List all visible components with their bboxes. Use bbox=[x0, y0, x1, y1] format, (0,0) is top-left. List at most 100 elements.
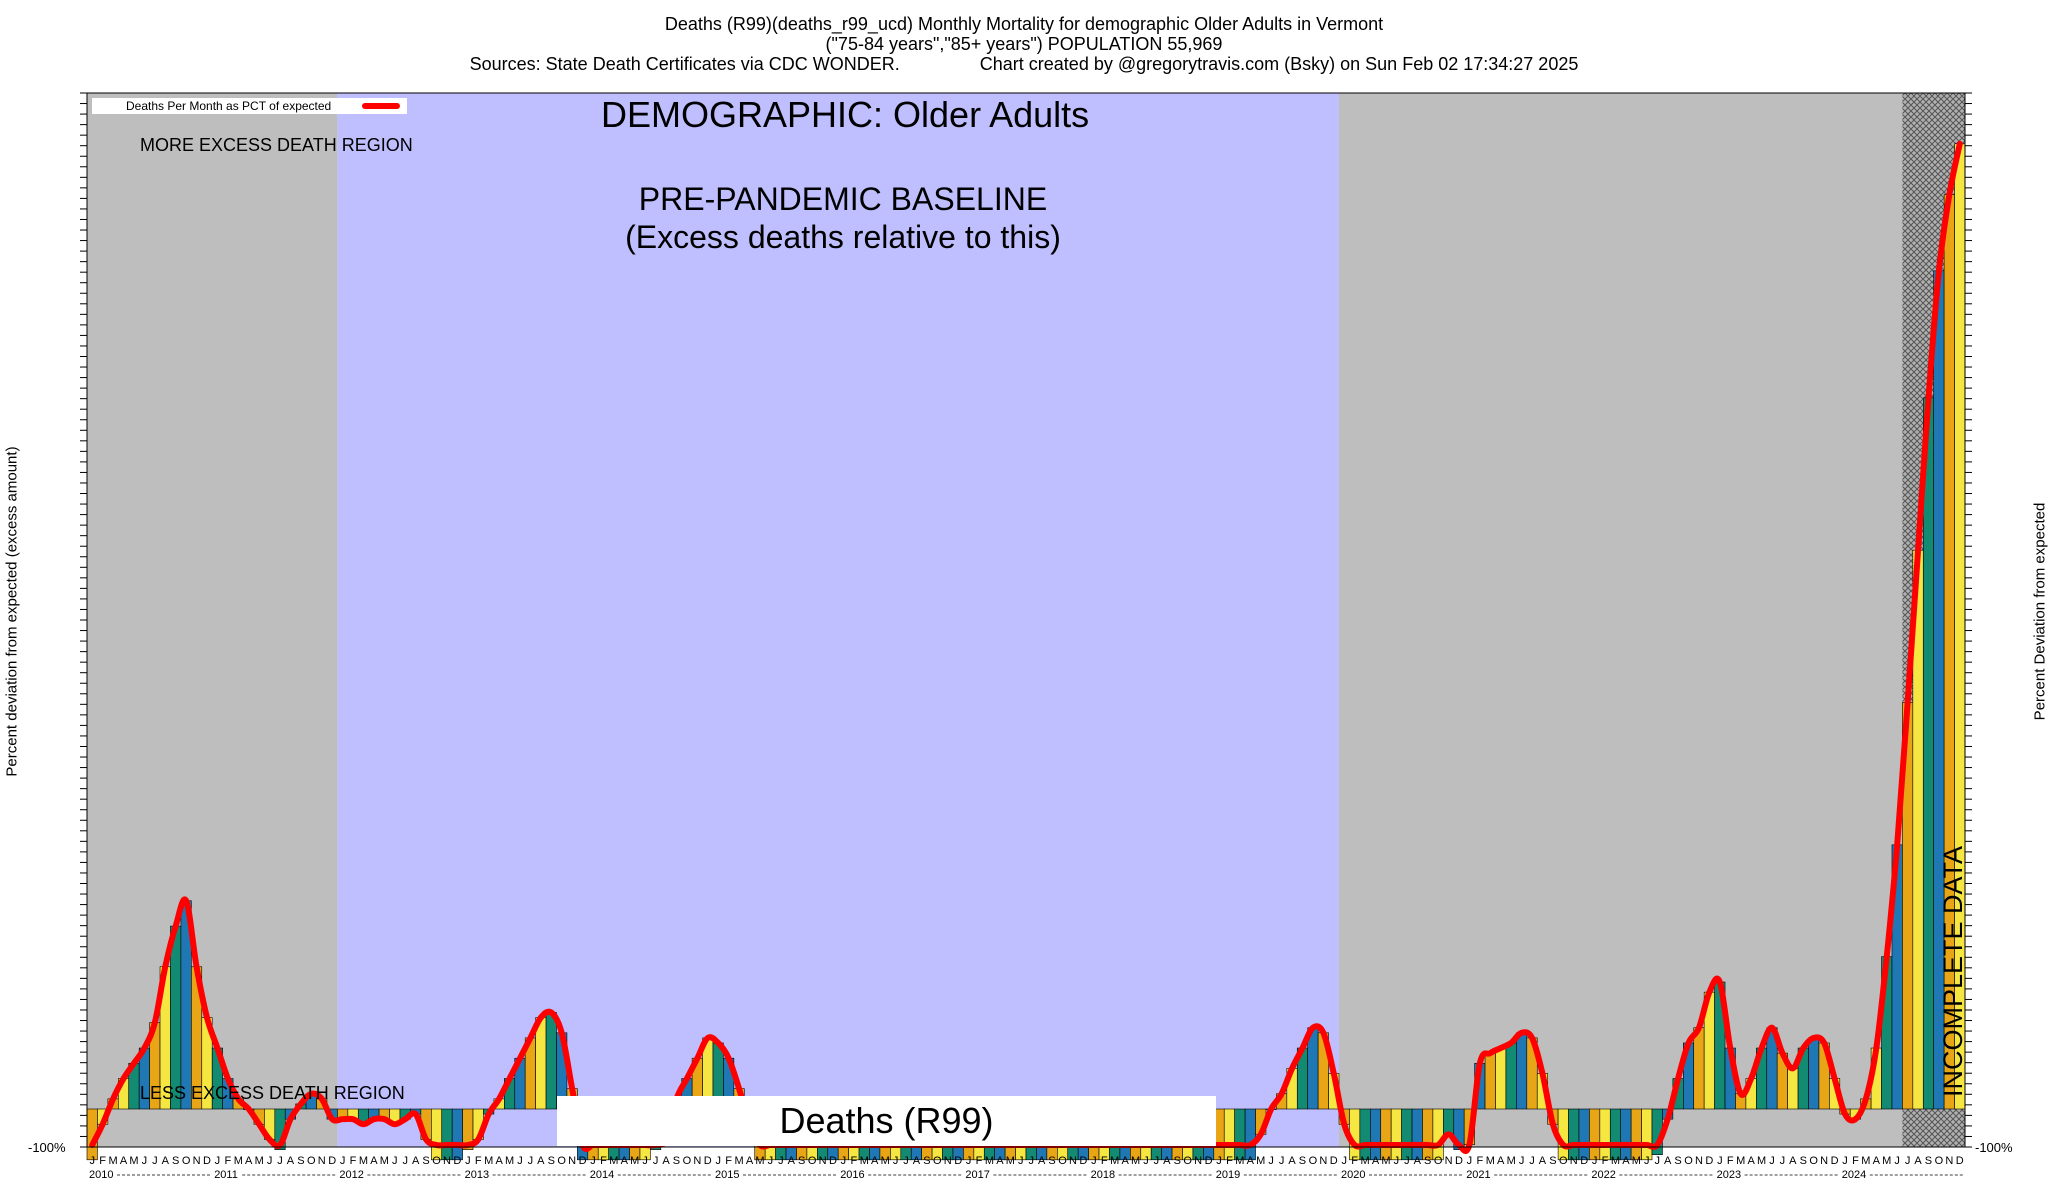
x-tick-month: F bbox=[1476, 1155, 1483, 1167]
bar bbox=[1922, 397, 1935, 1110]
x-tick-month: S bbox=[1549, 1155, 1556, 1167]
bar bbox=[1432, 1108, 1444, 1161]
x-tick-month: M bbox=[505, 1155, 514, 1167]
x-tick-month: A bbox=[1247, 1155, 1255, 1167]
x-tick-month: J bbox=[1769, 1155, 1775, 1167]
x-tick-month: J bbox=[340, 1155, 346, 1167]
x-tick-month: A bbox=[1288, 1155, 1296, 1167]
x-tick-year: 2023 bbox=[1717, 1169, 1741, 1181]
baseline-label: PRE-PANDEMIC BASELINE (Excess deaths rel… bbox=[625, 181, 1061, 255]
x-tick-month: M bbox=[359, 1155, 368, 1167]
x-tick-month: A bbox=[913, 1155, 921, 1167]
x-tick-month: O bbox=[808, 1155, 817, 1167]
x-tick-month: N bbox=[1695, 1155, 1703, 1167]
x-tick-month: M bbox=[1861, 1155, 1870, 1167]
bar bbox=[1234, 1108, 1246, 1161]
incomplete-data-label: INCOMPLETE DATA bbox=[1938, 845, 1968, 1097]
x-tick-month: D bbox=[1455, 1155, 1463, 1167]
x-tick-month: O bbox=[1559, 1155, 1568, 1167]
bar bbox=[430, 1108, 443, 1161]
x-tick-month: J bbox=[1842, 1155, 1848, 1167]
x-tick-month: M bbox=[881, 1155, 890, 1167]
x-tick-month: J bbox=[653, 1155, 659, 1167]
x-tick-month: A bbox=[120, 1155, 128, 1167]
x-tick-month: F bbox=[224, 1155, 231, 1167]
bar bbox=[545, 1012, 557, 1110]
y-axis-label-left: Percent deviation from expected (excess … bbox=[3, 446, 21, 777]
x-tick-month: J bbox=[715, 1155, 721, 1167]
x-tick-month: O bbox=[1809, 1155, 1818, 1167]
x-tick-month: A bbox=[746, 1155, 754, 1167]
bar bbox=[1505, 1042, 1517, 1110]
x-tick-year: 2021 bbox=[1466, 1169, 1490, 1181]
x-tick-month: A bbox=[370, 1155, 378, 1167]
x-tick-month: M bbox=[755, 1155, 764, 1167]
less-excess-label: LESS EXCESS DEATH REGION bbox=[140, 1083, 405, 1103]
x-tick-month: M bbox=[1757, 1155, 1766, 1167]
x-tick-month: J bbox=[903, 1155, 909, 1167]
x-tick-month: M bbox=[380, 1155, 389, 1167]
x-tick-month: D bbox=[1580, 1155, 1588, 1167]
x-tick-month: M bbox=[1632, 1155, 1641, 1167]
x-tick-month: S bbox=[548, 1155, 555, 1167]
x-tick-year: 2012 bbox=[339, 1169, 363, 1181]
x-tick-month: N bbox=[1069, 1155, 1077, 1167]
x-tick-year: 2014 bbox=[590, 1169, 614, 1181]
x-tick-month: O bbox=[1183, 1155, 1192, 1167]
x-tick-month: J bbox=[89, 1155, 95, 1167]
x-tick-month: M bbox=[255, 1155, 264, 1167]
x-tick-month: J bbox=[517, 1155, 523, 1167]
x-tick-month: F bbox=[1602, 1155, 1609, 1167]
x-tick-month: M bbox=[1486, 1155, 1495, 1167]
x-tick-month: J bbox=[1592, 1155, 1598, 1167]
x-tick-month: O bbox=[182, 1155, 191, 1167]
x-tick-month: A bbox=[871, 1155, 879, 1167]
x-tick-month: J bbox=[1529, 1155, 1535, 1167]
x-tick-month: J bbox=[841, 1155, 847, 1167]
bar bbox=[1443, 1108, 1455, 1135]
x-tick-month: D bbox=[1330, 1155, 1338, 1167]
x-tick-month: F bbox=[1852, 1155, 1859, 1167]
x-tick-year: 2018 bbox=[1091, 1169, 1115, 1181]
x-tick-year: 2024 bbox=[1842, 1169, 1866, 1181]
x-tick-month: J bbox=[465, 1155, 471, 1167]
x-tick-month: A bbox=[1497, 1155, 1505, 1167]
x-tick-month: D bbox=[203, 1155, 211, 1167]
x-tick-month: F bbox=[1226, 1155, 1233, 1167]
bar bbox=[1390, 1108, 1402, 1161]
x-tick-month: A bbox=[1873, 1155, 1881, 1167]
x-tick-month: O bbox=[432, 1155, 441, 1167]
x-tick-month: A bbox=[287, 1155, 295, 1167]
x-tick-month: M bbox=[1507, 1155, 1516, 1167]
x-tick-month: A bbox=[1372, 1155, 1380, 1167]
x-tick-month: M bbox=[129, 1155, 138, 1167]
x-tick-month: D bbox=[579, 1155, 587, 1167]
x-tick-month: J bbox=[1268, 1155, 1274, 1167]
x-tick-month: J bbox=[1279, 1155, 1285, 1167]
x-tick-month: N bbox=[443, 1155, 451, 1167]
x-tick-month: J bbox=[642, 1155, 648, 1167]
bar bbox=[451, 1108, 463, 1161]
x-tick-month: A bbox=[537, 1155, 545, 1167]
x-tick-month: A bbox=[1121, 1155, 1129, 1167]
legend-swatch bbox=[362, 103, 400, 109]
x-tick-month: D bbox=[1079, 1155, 1087, 1167]
x-tick-month: D bbox=[328, 1155, 336, 1167]
x-tick-month: J bbox=[1154, 1155, 1160, 1167]
bar bbox=[1380, 1108, 1392, 1161]
x-tick-month: S bbox=[1674, 1155, 1681, 1167]
y-axis-label-right: Percent Deviation from expected bbox=[2031, 502, 2048, 721]
x-tick-month: M bbox=[1006, 1155, 1015, 1167]
x-tick-month: A bbox=[621, 1155, 629, 1167]
x-tick-month: M bbox=[985, 1155, 994, 1167]
x-tick-month: A bbox=[1789, 1155, 1797, 1167]
chart-title-line1: Deaths (R99)(deaths_r99_ucd) Monthly Mor… bbox=[664, 14, 1384, 34]
x-tick-month: J bbox=[1028, 1155, 1034, 1167]
x-tick-month: J bbox=[1644, 1155, 1650, 1167]
x-tick-month: F bbox=[976, 1155, 983, 1167]
region-2 bbox=[1339, 93, 1903, 1147]
x-tick-month: M bbox=[484, 1155, 493, 1167]
bar bbox=[1641, 1108, 1653, 1161]
x-tick-month: J bbox=[528, 1155, 534, 1167]
